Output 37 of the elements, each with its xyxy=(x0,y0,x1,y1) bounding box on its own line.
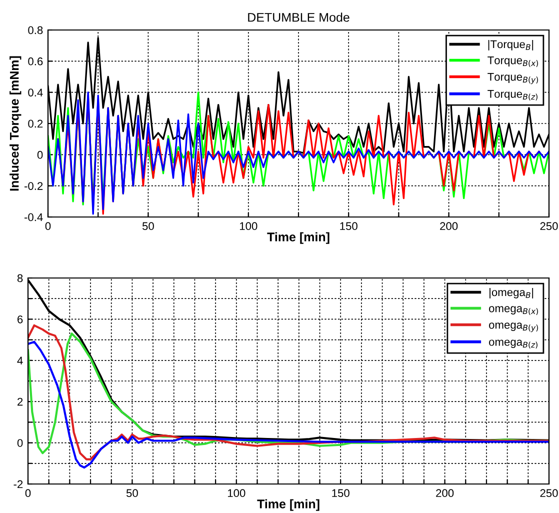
legend-label: |omega$_{B}$| xyxy=(490,288,534,298)
legend-label: omega$_{B(y)}$ xyxy=(489,322,538,332)
y-tick-label: 0.4 xyxy=(28,88,43,96)
x-axis-title: Time [min] xyxy=(257,499,320,511)
x-tick-label: 200 xyxy=(440,222,458,230)
legend-label: omega$_{B(z)}$ xyxy=(489,340,538,349)
legend-label: Torque$_{B(z)}$ xyxy=(488,90,538,101)
y-tick-label: 0 xyxy=(17,439,23,447)
y-tick-label: 0.6 xyxy=(28,57,43,66)
y-tick-label: 2 xyxy=(18,398,23,406)
y-tick-label: -0.4 xyxy=(24,213,43,222)
x-axis-title: Time [min] xyxy=(267,232,330,244)
x-tick-label: 150 xyxy=(340,222,358,230)
x-tick-label: 50 xyxy=(126,489,138,498)
x-tick-label: 200 xyxy=(436,489,454,498)
y-tick-label: -2 xyxy=(14,480,23,488)
x-tick-label: 100 xyxy=(240,222,258,230)
legend-label: |Torque$_{B}$| xyxy=(488,40,534,50)
y-tick-label: -0.2 xyxy=(24,182,43,190)
x-tick-label: 100 xyxy=(228,489,246,498)
line-series xyxy=(28,340,549,469)
x-tick-label: 150 xyxy=(332,489,350,498)
x-tick-label: 0 xyxy=(45,222,51,230)
legend-label: Torque$_{B(x)}$ xyxy=(488,56,538,67)
y-tick-label: 4 xyxy=(17,356,23,364)
x-tick-label: 50 xyxy=(142,222,154,230)
legend-label: omega$_{B(x)}$ xyxy=(489,306,538,315)
y-tick-label: 0.2 xyxy=(28,120,43,128)
chart-title: DETUMBLE Mode xyxy=(248,12,350,22)
y-axis-title: Induced Torque [mNm] xyxy=(10,56,22,191)
x-tick-label: 250 xyxy=(540,489,558,498)
legend-label: Torque$_{B(y)}$ xyxy=(488,72,538,84)
y-tick-label: 6 xyxy=(18,315,23,324)
y-tick-label: 0 xyxy=(37,150,43,159)
y-tick-label: 8 xyxy=(17,274,23,282)
x-tick-label: 250 xyxy=(540,222,558,230)
y-tick-label: 0.8 xyxy=(28,26,43,34)
